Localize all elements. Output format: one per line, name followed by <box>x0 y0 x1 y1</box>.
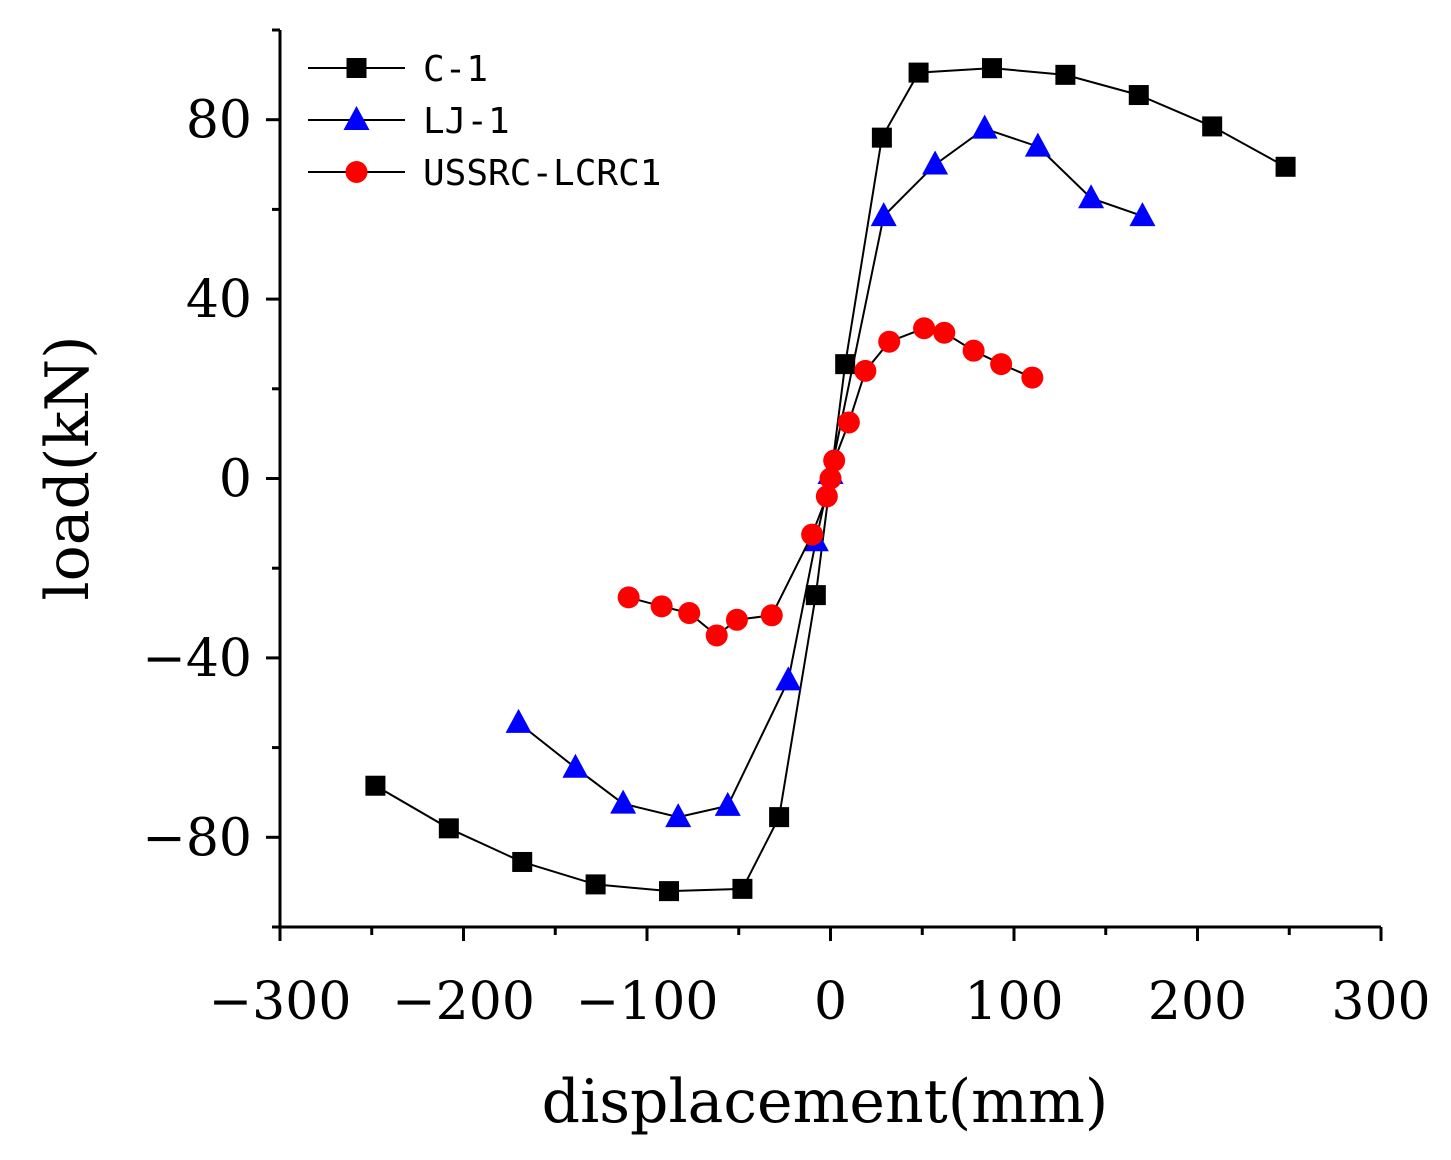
data-point-c-1 <box>981 58 1002 79</box>
y-axis-title: load(kN) <box>33 335 103 600</box>
data-point-ussrc-lcrc1 <box>837 411 860 434</box>
legend-item-c-1: C-1 <box>308 49 488 90</box>
y-tick-label: −80 <box>142 808 252 868</box>
data-point-lj-1 <box>505 708 532 733</box>
data-point-lj-1 <box>870 202 897 227</box>
series-layer <box>365 58 1296 902</box>
data-point-ussrc-lcrc1 <box>913 317 936 340</box>
legend-marker-ussrc-lcrc1 <box>345 161 368 183</box>
x-tick-label: 0 <box>814 972 847 1032</box>
data-point-c-1 <box>1128 85 1149 106</box>
data-point-c-1 <box>908 62 929 83</box>
data-point-ussrc-lcrc1 <box>819 467 842 490</box>
x-tick-label: −300 <box>209 972 352 1032</box>
data-point-ussrc-lcrc1 <box>760 604 783 627</box>
data-point-ussrc-lcrc1 <box>617 586 640 609</box>
x-tick-label: −100 <box>576 972 719 1032</box>
y-tick-label: 40 <box>186 270 252 330</box>
data-point-ussrc-lcrc1 <box>878 330 901 353</box>
y-tick-label: 80 <box>186 91 252 151</box>
series-ussrc-lcrc1 <box>617 317 1044 647</box>
data-point-ussrc-lcrc1 <box>801 523 824 546</box>
legend-label: USSRC-LCRC1 <box>423 153 661 194</box>
legend-label: LJ-1 <box>423 101 510 142</box>
y-tick-label: 0 <box>219 450 252 510</box>
data-point-c-1 <box>438 818 459 839</box>
data-point-ussrc-lcrc1 <box>725 608 748 631</box>
data-point-ussrc-lcrc1 <box>678 602 701 625</box>
legend-marker-lj-1 <box>343 106 370 130</box>
data-point-lj-1 <box>610 789 637 814</box>
data-point-c-1 <box>1275 156 1296 177</box>
x-axis-title: displacement(mm) <box>542 1067 1109 1137</box>
data-point-ussrc-lcrc1 <box>823 449 846 472</box>
legend-item-ussrc-lcrc1: USSRC-LCRC1 <box>308 153 661 194</box>
axes: −300 −200 −100 0 100 200 300 −80 −40 0 40 80 <box>142 28 1431 1032</box>
x-tick-label: −200 <box>392 972 535 1032</box>
data-point-lj-1 <box>971 114 998 139</box>
data-point-c-1 <box>835 354 856 375</box>
data-point-c-1 <box>365 775 386 796</box>
data-point-ussrc-lcrc1 <box>962 339 985 362</box>
data-point-ussrc-lcrc1 <box>990 353 1013 376</box>
data-point-c-1 <box>769 807 790 828</box>
x-tick-label: 100 <box>964 972 1063 1032</box>
data-point-c-1 <box>512 851 533 872</box>
y-tick-label: −40 <box>142 629 252 689</box>
data-point-c-1 <box>805 585 826 606</box>
data-point-ussrc-lcrc1 <box>815 485 838 508</box>
legend-label: C-1 <box>423 49 488 90</box>
data-point-lj-1 <box>1129 202 1156 227</box>
data-point-c-1 <box>732 878 753 899</box>
data-point-c-1 <box>1202 116 1223 137</box>
data-point-lj-1 <box>1078 184 1105 209</box>
data-point-c-1 <box>659 881 680 902</box>
data-point-ussrc-lcrc1 <box>1021 366 1044 389</box>
data-point-lj-1 <box>922 150 949 175</box>
data-point-lj-1 <box>1024 132 1051 157</box>
data-point-lj-1 <box>562 753 589 778</box>
data-point-ussrc-lcrc1 <box>933 321 956 344</box>
data-point-ussrc-lcrc1 <box>705 624 728 647</box>
data-point-c-1 <box>871 127 892 148</box>
data-point-lj-1 <box>714 791 741 816</box>
data-point-ussrc-lcrc1 <box>854 359 877 382</box>
legend-item-lj-1: LJ-1 <box>308 101 510 142</box>
data-point-c-1 <box>585 874 606 895</box>
data-point-lj-1 <box>665 803 692 828</box>
legend-marker-c-1 <box>346 58 367 78</box>
legend: C-1 LJ-1 USSRC-LCRC1 <box>308 49 661 194</box>
data-point-lj-1 <box>775 666 802 691</box>
x-tick-label: 200 <box>1148 972 1247 1032</box>
x-tick-label: 300 <box>1331 972 1430 1032</box>
data-point-ussrc-lcrc1 <box>650 595 673 618</box>
data-point-c-1 <box>1055 64 1076 85</box>
